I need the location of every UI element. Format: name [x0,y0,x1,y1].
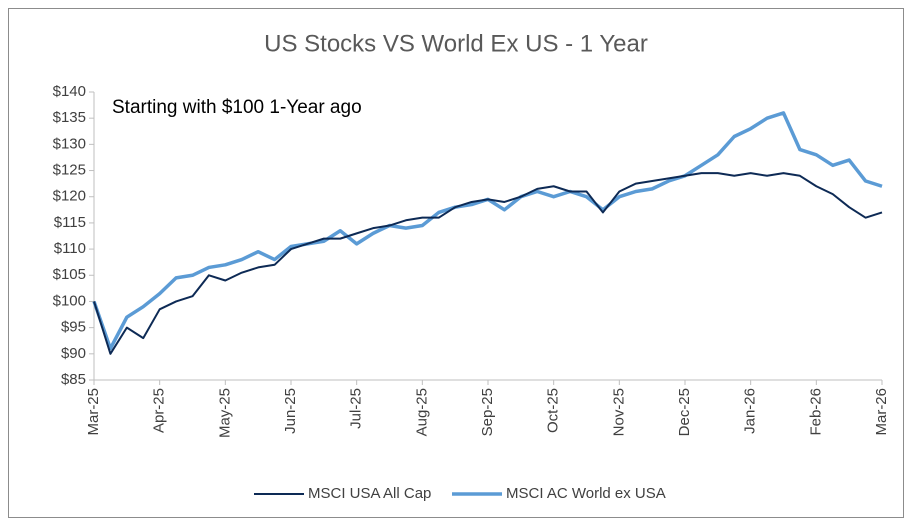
annotation: Starting with $100 1-Year ago [112,97,362,118]
y-tick-label: $130 [53,135,86,152]
y-tick-label: $125 [53,162,86,179]
x-tick-label: Jul-25 [348,388,365,429]
series-line [93,172,883,355]
x-tick-label: Oct-25 [545,388,562,433]
legend-label: MSCI USA All Cap [308,485,431,502]
chart-title: US Stocks VS World Ex US - 1 Year [264,30,648,57]
y-tick-label: $110 [54,240,86,257]
y-tick-label: $85 [61,371,86,388]
x-tick-label: May-25 [216,388,233,438]
x-tick-label: Mar-26 [873,388,890,436]
chart-border [8,8,904,518]
x-tick-label: Aug-25 [413,388,430,436]
x-tick-label: Dec-25 [676,388,693,436]
x-tick-label: Nov-25 [610,388,627,436]
y-tick-label: $100 [53,292,86,309]
legend-label: MSCI AC World ex USA [506,485,666,502]
x-tick-label: Jun-25 [282,388,299,434]
x-tick-label: Mar-25 [85,388,102,436]
x-tick-label: Apr-25 [151,388,168,433]
y-tick-label: $90 [61,345,86,362]
x-tick-label: Feb-26 [807,388,824,436]
y-tick-label: $135 [53,109,86,126]
x-tick-label: Jan-26 [742,388,759,434]
y-tick-label: $140 [53,83,86,100]
y-tick-label: $105 [53,266,86,283]
y-tick-label: $95 [61,319,86,336]
x-tick-label: Sep-25 [479,388,496,436]
y-tick-label: $120 [53,188,86,205]
y-tick-label: $115 [54,214,86,231]
